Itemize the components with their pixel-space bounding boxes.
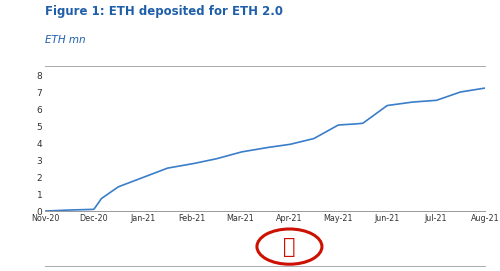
Text: Figure 1: ETH deposited for ETH 2.0: Figure 1: ETH deposited for ETH 2.0 (45, 5, 283, 18)
Text: ₿: ₿ (283, 237, 296, 257)
Text: ETH mn: ETH mn (45, 35, 86, 45)
